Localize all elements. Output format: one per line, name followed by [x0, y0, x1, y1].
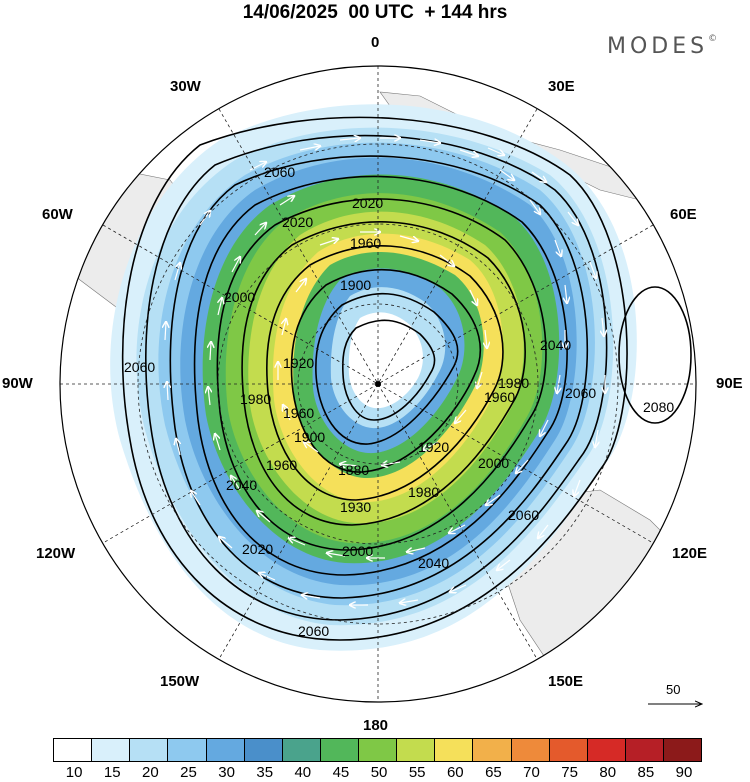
- brand-name: MODES: [607, 34, 709, 59]
- contour-label-layer: 2060 2020 2020 1960 2000 1900 1920 1980 …: [124, 164, 674, 639]
- lon-label-30e: 30E: [548, 78, 575, 95]
- contour-label: 1960: [350, 235, 381, 251]
- colorbar-swatch: [358, 738, 398, 762]
- contour-label: 1980: [408, 484, 439, 500]
- lon-label-90w: 90W: [2, 375, 33, 392]
- contour-label: 2060: [298, 623, 329, 639]
- lon-label-180: 180: [363, 717, 389, 734]
- map-title: 14/06/2025 00 UTC + 144 hrs: [242, 2, 508, 23]
- colorbar-tick-label: 40: [294, 764, 312, 781]
- colorbar-swatch: [91, 738, 131, 762]
- colorbar-tick-label: 65: [485, 764, 502, 781]
- colorbar-tick-label: 10: [65, 764, 83, 781]
- map-boundary: [59, 65, 697, 703]
- colorbar-tick-label: 50: [370, 764, 388, 781]
- contour-label: 1920: [418, 439, 449, 455]
- colorbar-swatch: [510, 738, 550, 762]
- lon-label-150w: 150W: [160, 673, 200, 690]
- contour-label: 1900: [294, 429, 325, 445]
- contour-label: 1960: [266, 457, 297, 473]
- copyright-mark: ©: [708, 34, 718, 44]
- colorbar-swatch: [548, 738, 588, 762]
- lon-label-90e: 90E: [716, 375, 743, 392]
- contour-label: 2020: [242, 541, 273, 557]
- colorbar-swatch: [586, 738, 626, 762]
- lon-label-120w: 120W: [36, 545, 76, 562]
- colorbar-tick-label: 85: [637, 764, 655, 781]
- contour-label: 2060: [124, 359, 155, 375]
- colorbar-swatch: [663, 738, 703, 762]
- colorbar: [53, 738, 703, 762]
- colorbar-swatch: [319, 738, 359, 762]
- colorbar-swatch: [129, 738, 169, 762]
- colorbar-swatch: [167, 738, 207, 762]
- colorbar-swatch: [624, 738, 664, 762]
- brand-logo: MODES©: [607, 34, 717, 59]
- colorbar-tick-label: 90: [675, 764, 693, 781]
- contour-label: 2000: [224, 289, 255, 305]
- wind-vectors: [165, 138, 605, 605]
- colorbar-tick-label: 25: [180, 764, 197, 781]
- colorbar-swatch: [243, 738, 283, 762]
- colorbar-tick-label: 70: [523, 764, 540, 781]
- lon-label-150e: 150E: [548, 673, 584, 690]
- reference-vector-label: 50: [666, 682, 681, 697]
- contour-label: 2060: [264, 164, 295, 180]
- lon-label-120e: 120E: [672, 545, 708, 562]
- colorbar-swatch: [396, 738, 436, 762]
- contour-label: 2000: [342, 543, 373, 559]
- height-contours: [121, 116, 692, 641]
- lon-label-0: 0: [371, 34, 380, 51]
- colorbar-tick-label: 20: [142, 764, 159, 781]
- contour-label: 1900: [340, 277, 371, 293]
- colorbar-swatch: [472, 738, 512, 762]
- contour-label: 2020: [282, 214, 313, 230]
- colorbar-tick-label: 80: [599, 764, 617, 781]
- colorbar-swatch: [205, 738, 245, 762]
- colorbar-tick-label: 55: [408, 764, 426, 781]
- colorbar-swatch: [281, 738, 321, 762]
- contour-label: 1980: [498, 375, 529, 391]
- contour-label: 1920: [283, 355, 314, 371]
- contour-label: 1880: [338, 462, 369, 478]
- colorbar-tick-label: 30: [218, 764, 235, 781]
- pole-marker: [375, 381, 381, 387]
- colorbar-ticks: 10 15 20 25 30 35 40 45 50 55 60 65 70 75 80 85 90: [54, 764, 702, 782]
- lon-label-60e: 60E: [670, 206, 697, 223]
- contour-label: 2040: [540, 337, 571, 353]
- colorbar-tick-label: 75: [561, 764, 578, 781]
- contour-label: 2060: [565, 385, 596, 401]
- contour-label: 1930: [340, 499, 371, 515]
- lon-label-30w: 30W: [170, 78, 201, 95]
- contour-label: 2000: [478, 455, 509, 471]
- contour-label: 1980: [240, 391, 271, 407]
- contour-label: 2060: [508, 507, 539, 523]
- contour-label: 2020: [352, 195, 383, 211]
- contour-label: 2080: [643, 399, 674, 415]
- lon-label-60w: 60W: [42, 206, 73, 223]
- colorbar-swatch: [434, 738, 474, 762]
- colorbar-swatch: [53, 738, 93, 762]
- colorbar-tick-label: 45: [332, 764, 350, 781]
- map-disk: [60, 66, 696, 702]
- contour-label: 1960: [283, 405, 314, 421]
- colorbar-tick-label: 35: [256, 764, 274, 781]
- contour-label: 1960: [484, 389, 515, 405]
- contour-label: 2040: [418, 555, 449, 571]
- contour-label: 2040: [226, 477, 257, 493]
- colorbar-tick-label: 60: [446, 764, 464, 781]
- colorbar-tick-label: 15: [103, 764, 121, 781]
